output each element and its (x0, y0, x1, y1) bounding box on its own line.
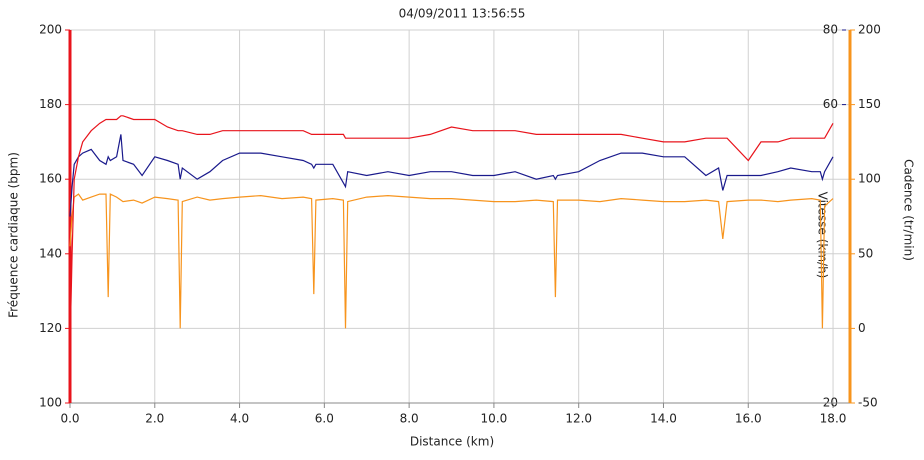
chart-title: 04/09/2011 13:56:55 (399, 7, 526, 21)
y2-axis-label: Vitesse (km/h) (816, 192, 830, 279)
y2-tick-label: 60 (823, 97, 838, 111)
x-tick-label: 12.0 (565, 412, 592, 426)
x-tick-label: 18.0 (820, 412, 847, 426)
data-line (69, 134, 834, 217)
x-tick-label: 10.0 (481, 412, 508, 426)
y2-tick-label: 80 (823, 23, 838, 37)
y-tick-label: 120 (39, 321, 62, 335)
y3-tick-label: 0 (858, 321, 866, 335)
y3-axis-label: Cadence (tr/min) (902, 159, 916, 261)
data-line (69, 115, 834, 348)
y-tick-label: 160 (39, 172, 62, 186)
x-axis-label: Distance (km) (410, 435, 494, 449)
y-tick-label: 180 (39, 97, 62, 111)
x-tick-label: 6.0 (315, 412, 334, 426)
x-tick-label: 2.0 (145, 412, 164, 426)
x-tick-label: 8.0 (400, 412, 419, 426)
y-axis-label: Fréquence cardiaque (bpm) (7, 152, 21, 318)
y3-tick-label: 100 (858, 172, 881, 186)
x-tick-label: 0.0 (60, 412, 79, 426)
y-tick-label: 140 (39, 246, 62, 260)
x-tick-label: 4.0 (230, 412, 249, 426)
y3-tick-label: -50 (858, 396, 878, 410)
data-line (69, 193, 834, 329)
y-tick-label: 100 (39, 396, 62, 410)
y3-tick-label: 200 (858, 23, 881, 37)
x-tick-label: 16.0 (735, 412, 762, 426)
x-tick-label: 14.0 (650, 412, 677, 426)
y-tick-label: 200 (39, 23, 62, 37)
y3-tick-label: 50 (858, 246, 873, 260)
y3-tick-label: 150 (858, 97, 881, 111)
